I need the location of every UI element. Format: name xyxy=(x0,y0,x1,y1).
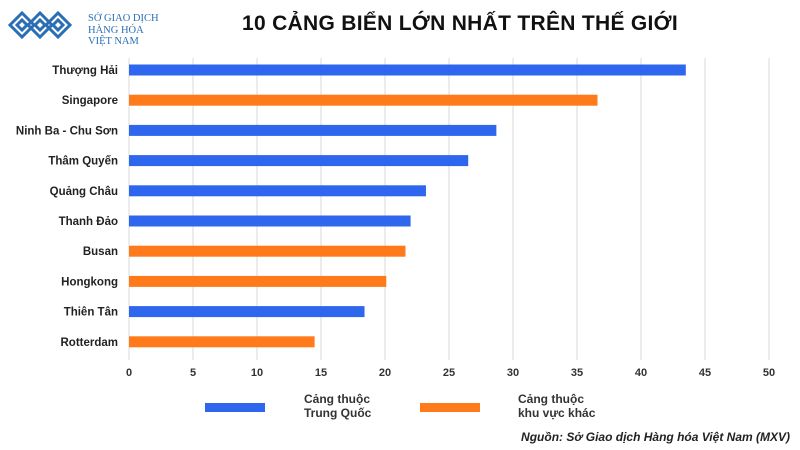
bar xyxy=(129,215,411,227)
x-tick-label: 0 xyxy=(126,367,132,379)
logo-icon xyxy=(8,10,73,40)
bar xyxy=(129,306,365,318)
bar xyxy=(129,94,598,106)
bar xyxy=(129,336,315,348)
y-category-label: Quảng Châu xyxy=(50,186,118,198)
bar xyxy=(129,64,686,76)
legend-label-china: Cảng thuộc Trung Quốc xyxy=(304,392,371,420)
x-tick-label: 15 xyxy=(315,367,327,379)
logo-line-3: VIỆT NAM xyxy=(88,36,139,47)
legend-label-other-line2: khu vực khác xyxy=(518,406,596,420)
x-tick-label: 5 xyxy=(190,367,196,379)
logo-line-1: SỞ GIAO DỊCH xyxy=(88,13,159,24)
legend-label-china-line2: Trung Quốc xyxy=(304,406,372,420)
y-category-label: Busan xyxy=(83,246,118,258)
y-category-label: Singapore xyxy=(62,95,118,107)
x-tick-label: 10 xyxy=(251,367,263,379)
x-tick-label: 40 xyxy=(635,367,647,379)
legend-swatch-china xyxy=(205,403,265,412)
y-category-label: Ninh Ba - Chu Sơn xyxy=(16,125,118,137)
bar xyxy=(129,245,406,257)
legend-label-china-line1: Cảng thuộc xyxy=(304,392,370,406)
bar-chart: 0 5 10 15 20 25 30 35 40 45 50 Thượng Hải Singapore N… xyxy=(16,58,775,379)
source-note: Nguồn: Sở Giao dịch Hàng hóa Việt Nam (M… xyxy=(521,430,790,444)
y-category-label: Hongkong xyxy=(61,276,118,288)
legend-swatch-other xyxy=(420,403,480,412)
chart-title: 10 CẢNG BIỂN LỚN NHẤT TRÊN THẾ GIỚI xyxy=(241,12,679,35)
bar xyxy=(129,275,387,287)
y-category-label: Rotterdam xyxy=(60,337,118,349)
x-tick-label: 35 xyxy=(571,367,583,379)
logo: SỞ GIAO DỊCH HÀNG HÓA VIỆT NAM xyxy=(8,6,198,48)
y-category-label: Thượng Hải xyxy=(52,65,118,77)
legend-label-other-line1: Cảng thuộc xyxy=(518,392,584,406)
legend-label-other: Cảng thuộc khu vực khác xyxy=(518,392,595,420)
logo-line-2: HÀNG HÓA xyxy=(88,24,144,36)
x-tick-label: 50 xyxy=(763,367,775,379)
bar xyxy=(129,185,426,197)
y-category-label: Thanh Đảo xyxy=(59,216,118,228)
logo-text: SỞ GIAO DỊCH HÀNG HÓA VIỆT NAM xyxy=(88,13,159,48)
y-category-label: Thiên Tân xyxy=(64,307,118,319)
x-tick-label: 20 xyxy=(379,367,391,379)
x-tick-label: 30 xyxy=(507,367,519,379)
x-tick-label: 25 xyxy=(443,367,455,379)
y-category-label: Thâm Quyến xyxy=(48,156,118,168)
bar xyxy=(129,124,497,136)
x-tick-label: 45 xyxy=(699,367,711,379)
bar xyxy=(129,155,469,167)
